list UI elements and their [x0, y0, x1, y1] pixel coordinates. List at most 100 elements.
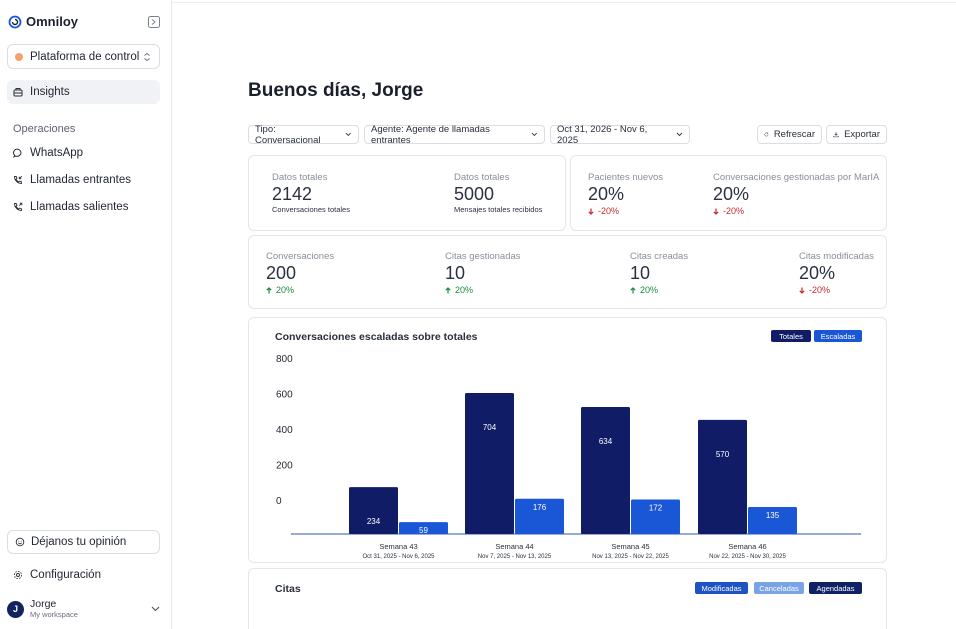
citas-title: Citas [275, 583, 301, 595]
export-button[interactable]: Exportar [826, 125, 887, 144]
bar-totales [349, 487, 398, 534]
y-tick-label: 400 [276, 425, 293, 436]
stat-label: Conversaciones gestionadas por MarIA [713, 172, 880, 183]
stat-maria-conversations: Conversaciones gestionadas por MarIA 20%… [713, 172, 879, 216]
x-tick-sublabel: Nov 22, 2025 - Nov 30, 2025 [709, 554, 786, 560]
avatar: J [7, 600, 24, 618]
chevron-down-icon [676, 132, 683, 137]
stat-value: 5000 [454, 184, 495, 204]
type-filter-label: Tipo: Conversacional [255, 123, 321, 146]
gear-icon [13, 570, 23, 580]
sidebar-item-label: Llamadas entrantes [30, 174, 132, 186]
brand[interactable]: Omniloy [8, 14, 78, 29]
insights-icon [13, 88, 23, 97]
legend-totales[interactable]: Totales [771, 330, 811, 342]
chevron-down-icon [531, 132, 538, 137]
bar-escaladas [515, 498, 564, 534]
x-tick-label: Semana 44 [495, 542, 533, 551]
stat-delta-value: 20% [455, 285, 474, 295]
stat-value: 20% [799, 263, 836, 283]
chevron-updown-icon [144, 52, 150, 61]
stat-value: 10 [630, 263, 651, 283]
stat-label: Citas gestionadas [445, 251, 521, 262]
stat-label: Citas creadas [630, 251, 689, 262]
phone-incoming-icon [14, 175, 23, 184]
chevron-down-icon [151, 606, 160, 612]
y-tick-label: 200 [276, 461, 293, 472]
stat-value: 20% [713, 184, 750, 204]
download-icon [833, 131, 839, 138]
x-tick-sublabel: Nov 7, 2025 - Nov 13, 2025 [478, 554, 552, 560]
refresh-label: Refrescar [773, 129, 815, 140]
stat-value: 20% [588, 184, 625, 204]
stat-delta-value: -20% [723, 206, 745, 216]
sidebar-item-llamadas-salientes[interactable]: Llamadas salientes [7, 195, 160, 219]
org-selector[interactable]: Plataforma de control [7, 44, 160, 69]
stat-modified-appointments: Citas modificadas 20% -20% [799, 251, 874, 295]
stat-delta-value: -20% [809, 285, 831, 295]
stat-delta: -20% [799, 285, 874, 295]
date-range-label: Oct 31, 2026 - Nov 6, 2025 [557, 123, 648, 146]
stat-delta-value: 20% [640, 285, 659, 295]
arrow-up-icon [630, 286, 636, 293]
settings-item[interactable]: Configuración [7, 563, 160, 587]
bar-data-label: 570 [716, 450, 730, 459]
agent-filter-label: Agente: Agente de llamadas entrantes [371, 123, 490, 146]
agent-filter[interactable]: Agente: Agente de llamadas entrantes [364, 123, 545, 146]
y-tick-label: 600 [276, 390, 293, 401]
page-title: Buenos días, Jorge [248, 80, 424, 101]
stat-new-patients: Pacientes nuevos 20% -20% [588, 172, 663, 216]
x-tick-label: Semana 45 [611, 542, 649, 551]
arrow-up-icon [445, 286, 451, 293]
sidebar-item-label: Insights [30, 86, 70, 98]
bar-data-label: 59 [419, 526, 428, 535]
stats-card-totals: Datos totales 2142 Conversaciones totale… [248, 155, 566, 231]
type-filter[interactable]: Tipo: Conversacional [248, 123, 359, 146]
legend-modificadas[interactable]: Modificadas [695, 582, 748, 594]
bar-data-label: 234 [367, 517, 381, 526]
sidebar-item-insights[interactable]: Insights [7, 80, 160, 104]
sidebar-toggle-icon[interactable] [148, 16, 160, 28]
sidebar-item-llamadas-entrantes[interactable]: Llamadas entrantes [7, 168, 160, 192]
bar-totales [581, 407, 630, 534]
date-range-filter[interactable]: Oct 31, 2026 - Nov 6, 2025 [550, 123, 690, 146]
stat-label: Pacientes nuevos [588, 172, 663, 183]
stats-card-appointments: Conversaciones 200 20% Citas gestionadas… [248, 235, 887, 309]
user-menu[interactable]: J Jorge My workspace [7, 597, 160, 621]
chart-card-citas: Citas Modificadas Canceladas Agendadas [248, 568, 887, 629]
sidebar-item-whatsapp[interactable]: WhatsApp [7, 141, 160, 165]
org-selector-label: Plataforma de control [30, 50, 140, 63]
arrow-down-icon [713, 208, 719, 215]
sidebar: Omniloy Plataforma de control Insights O… [0, 0, 172, 629]
legend-agendadas[interactable]: Agendadas [809, 582, 862, 594]
legend-escaladas[interactable]: Escaladas [814, 330, 862, 342]
bar-data-label: 704 [483, 423, 497, 432]
bar-data-label: 135 [766, 511, 780, 520]
bar-totales [465, 393, 514, 534]
stat-total-conversations: Datos totales 2142 Conversaciones totale… [272, 172, 350, 214]
phone-outgoing-icon [14, 202, 23, 211]
sidebar-item-label: WhatsApp [30, 147, 84, 159]
stat-delta: 20% [266, 285, 334, 295]
x-tick-label: Semana 46 [728, 542, 766, 551]
smile-icon [15, 537, 25, 547]
refresh-button[interactable]: Refrescar [757, 125, 822, 144]
top-divider [172, 2, 956, 3]
bar-data-label: 176 [533, 503, 547, 512]
stat-delta-value: -20% [598, 206, 620, 216]
bar-escaladas [399, 522, 448, 534]
stat-value: 10 [445, 263, 466, 283]
stat-value: 200 [266, 263, 297, 283]
omniloy-logo-icon [8, 15, 22, 28]
stat-label: Citas modificadas [799, 251, 874, 262]
stat-total-messages: Datos totales 5000 Mensajes totales reci… [454, 172, 542, 214]
legend-canceladas[interactable]: Canceladas [754, 582, 804, 594]
bar-totales [698, 419, 747, 534]
bar-escaladas [631, 499, 680, 534]
stat-managed-appointments: Citas gestionadas 10 20% [445, 251, 521, 295]
chevron-down-icon [345, 132, 352, 137]
feedback-button[interactable]: Déjanos tu opinión [7, 530, 160, 554]
arrow-up-icon [266, 286, 272, 293]
stat-conversations: Conversaciones 200 20% [266, 251, 334, 295]
